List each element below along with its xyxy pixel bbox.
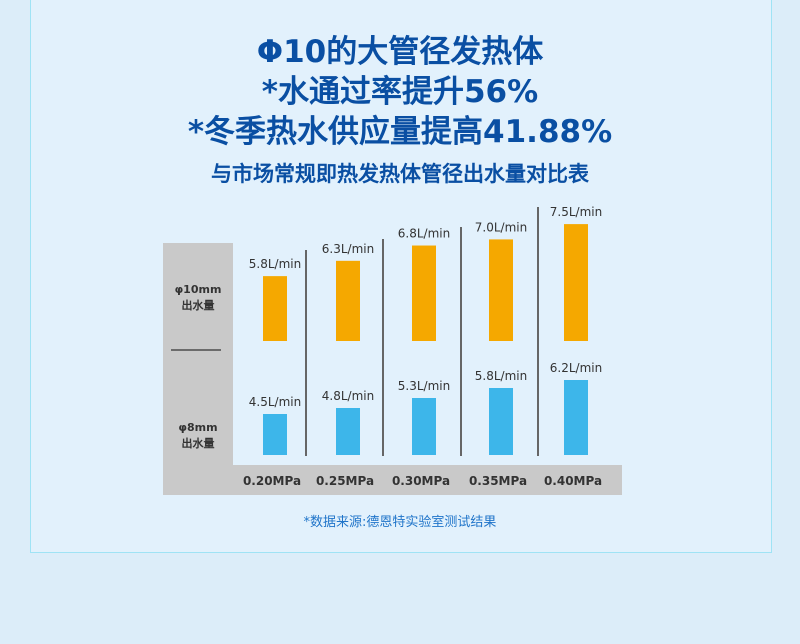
data-label: 7.5L/min (550, 205, 602, 219)
chart-title: 与市场常规即热发热体管径出水量对比表 (211, 162, 589, 186)
x-tick-label: 0.30MPa (392, 474, 450, 488)
data-label: 5.8L/min (475, 369, 527, 383)
series-label-0-sub: 出水量 (182, 298, 215, 312)
bar-8mm-1 (336, 408, 360, 455)
series-label-1-sub: 出水量 (182, 436, 215, 450)
series-label-1: φ8mm (178, 421, 217, 434)
data-label: 5.8L/min (249, 257, 301, 271)
data-label: 4.8L/min (322, 389, 374, 403)
x-tick-label: 0.40MPa (544, 474, 602, 488)
x-axis-panel (233, 465, 622, 495)
content-panel (30, 0, 772, 553)
headline-1: Φ10的大管径发热体 (256, 34, 544, 70)
data-label: 7.0L/min (475, 220, 527, 234)
bar-8mm-3 (489, 388, 513, 455)
bar-10mm-3 (489, 239, 513, 341)
series-label-0: φ10mm (175, 283, 222, 296)
bar-8mm-4 (564, 380, 588, 455)
x-tick-label: 0.35MPa (469, 474, 527, 488)
headline-3: *冬季热水供应量提高41.88% (187, 114, 613, 150)
headline-2: *水通过率提升56% (261, 74, 539, 110)
bar-10mm-1 (336, 260, 360, 341)
x-tick-label: 0.25MPa (316, 474, 374, 488)
bar-10mm-2 (412, 245, 436, 341)
x-tick-label: 0.20MPa (243, 474, 301, 488)
data-label: 6.3L/min (322, 242, 374, 256)
legend-panel (163, 243, 233, 495)
bar-10mm-0 (263, 276, 287, 341)
data-label: 5.3L/min (398, 379, 450, 393)
data-label: 4.5L/min (249, 395, 301, 409)
bar-8mm-2 (412, 398, 436, 455)
bar-8mm-0 (263, 414, 287, 455)
bar-10mm-4 (564, 224, 588, 341)
data-source-note: *数据来源:德恩特实验室测试结果 (303, 515, 497, 530)
data-label: 6.2L/min (550, 361, 602, 375)
data-label: 6.8L/min (398, 227, 450, 241)
